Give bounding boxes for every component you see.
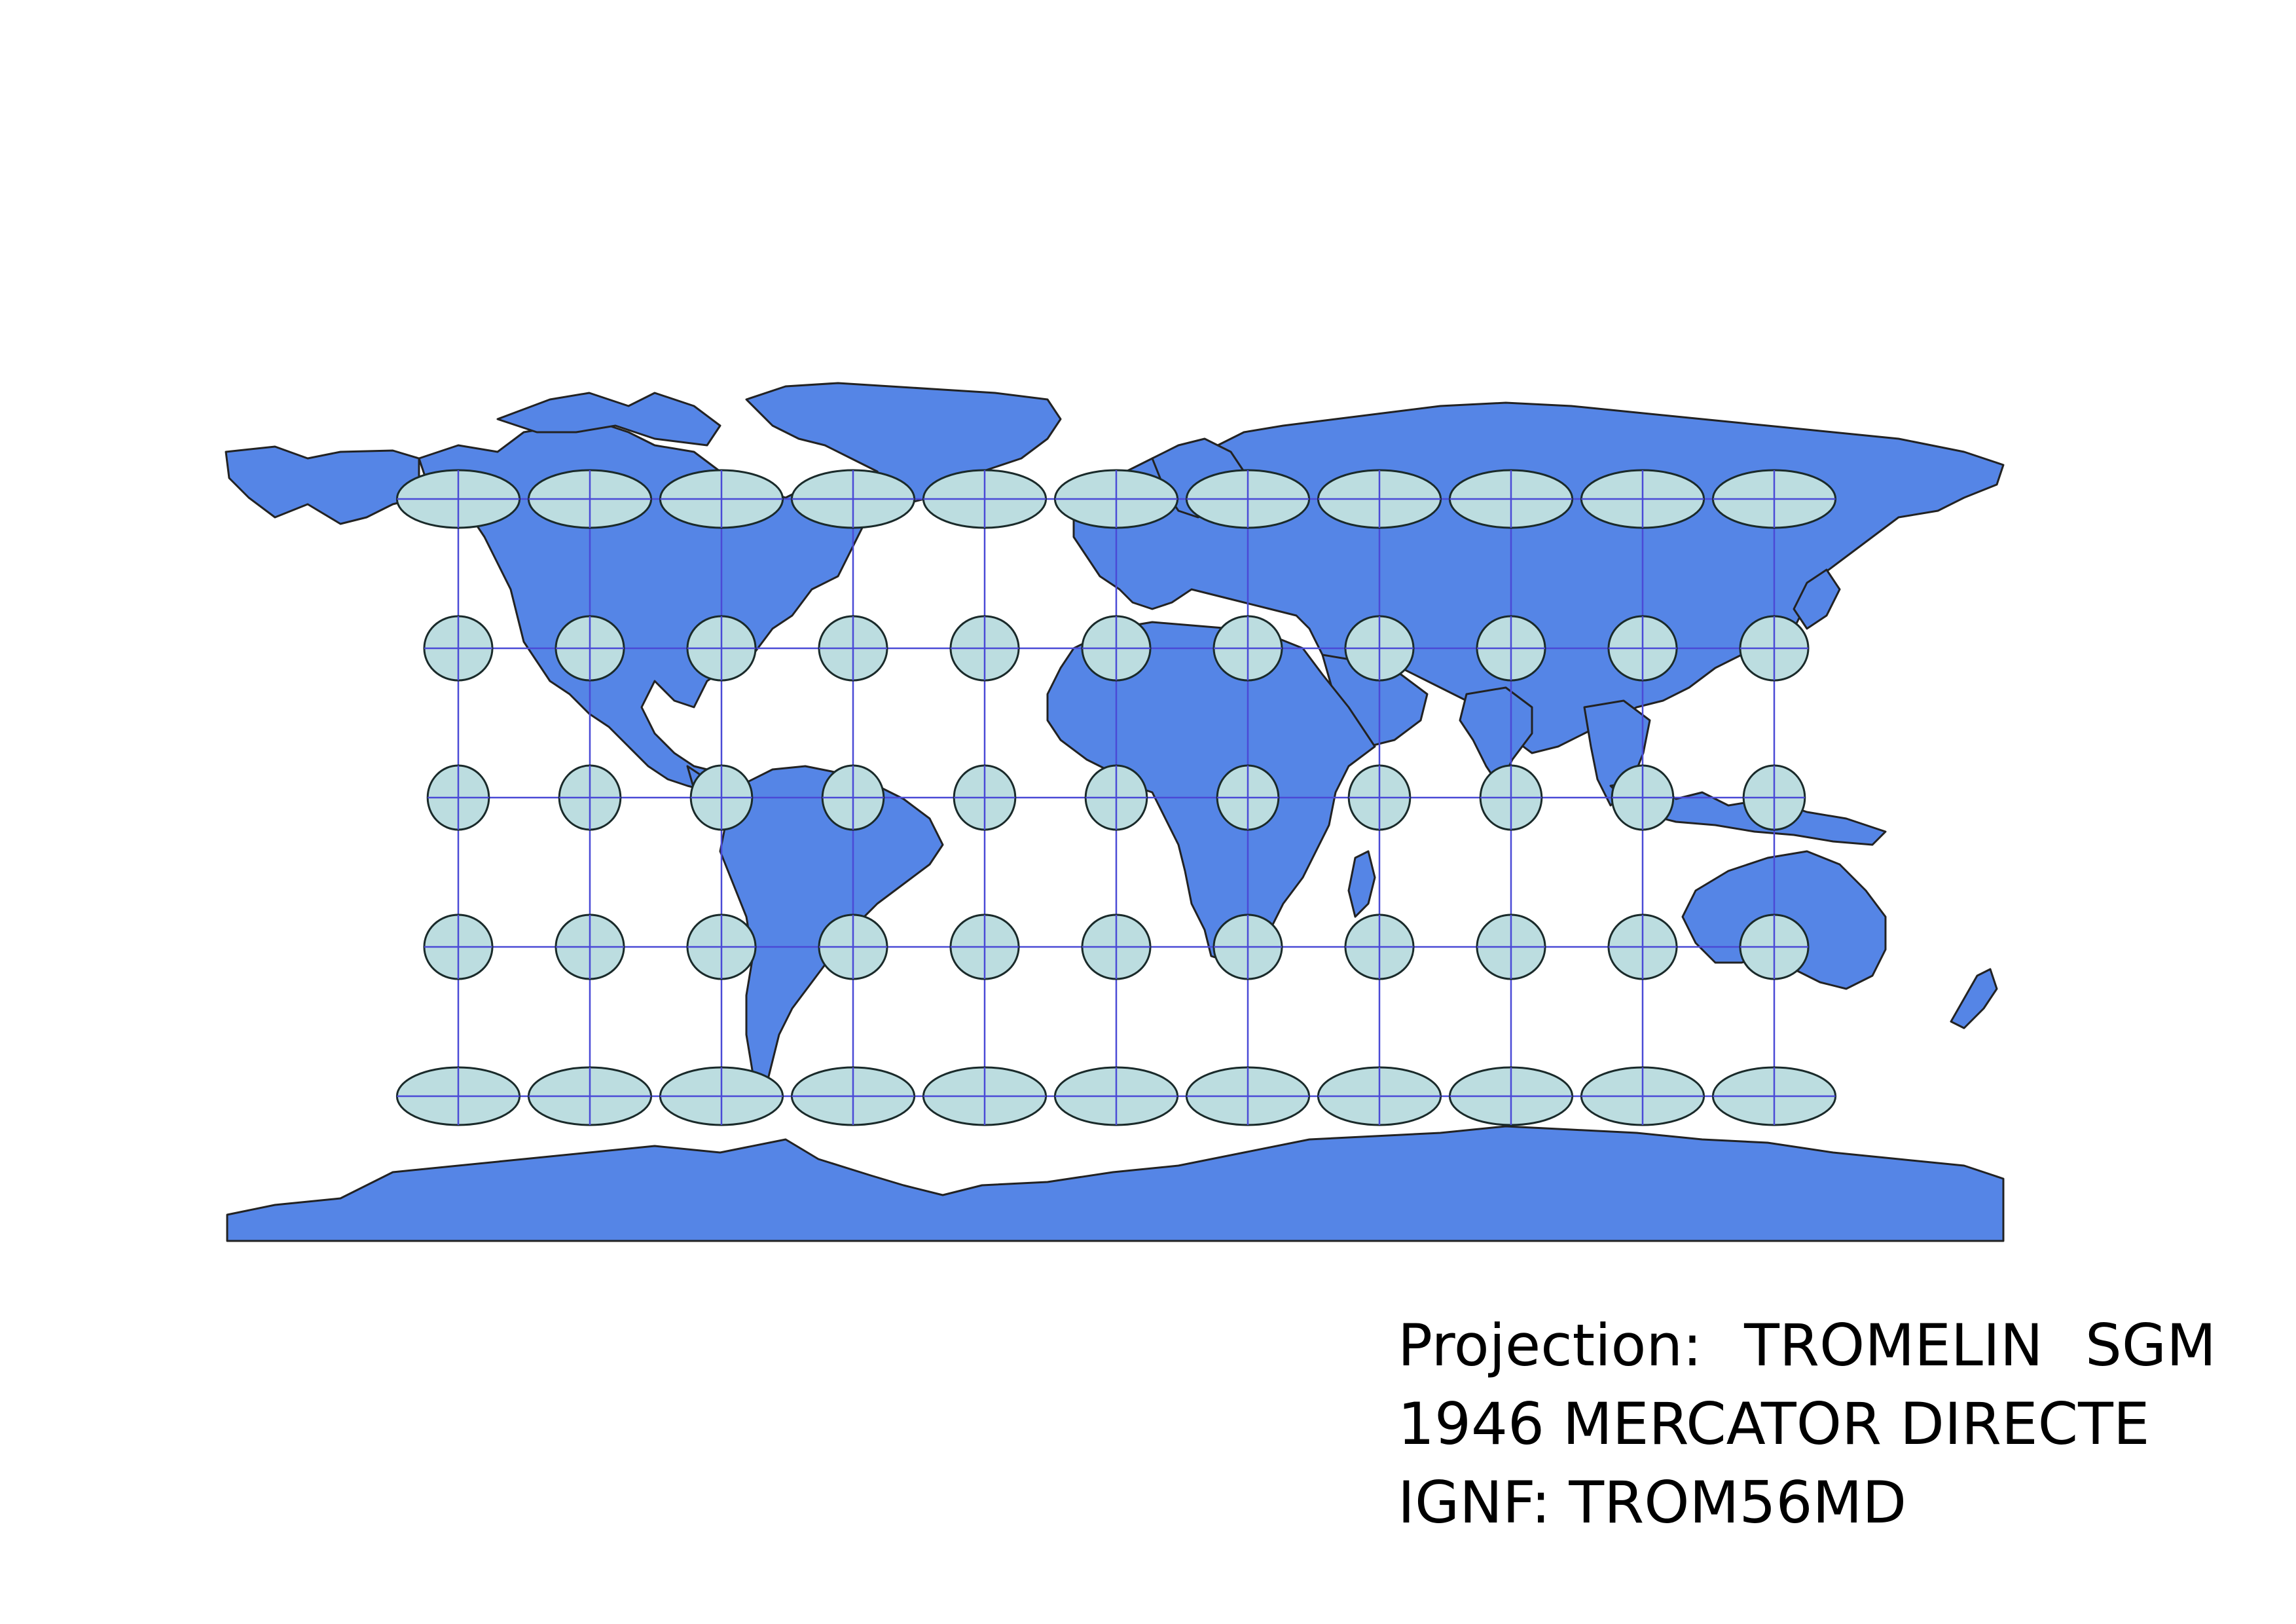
land-arctic-islands (496, 392, 721, 447)
caption-line-3: IGNF: TROM56MD (1398, 1469, 1907, 1536)
tissot-crosshairs (397, 470, 1836, 1125)
land-new-zealand (1950, 968, 1998, 1029)
caption-word-sgm: SGM (2085, 1312, 2216, 1379)
land-japan (1793, 568, 1841, 630)
land-madagascar (1347, 850, 1376, 918)
projection-caption: Projection: TROMELIN SGM 1946 MERCATOR D… (1398, 1306, 2229, 1542)
caption-line-2: 1946 MERCATOR DIRECTE (1398, 1390, 2150, 1458)
caption-word-projection: Projection: (1398, 1312, 1702, 1379)
caption-word-tromelin: TROMELIN (1744, 1312, 2043, 1379)
land-antarctica (226, 1125, 2005, 1242)
land-alaska (225, 445, 420, 525)
caption-line-1: Projection: TROMELIN SGM (1398, 1306, 2216, 1385)
land-masses (225, 382, 2005, 1242)
